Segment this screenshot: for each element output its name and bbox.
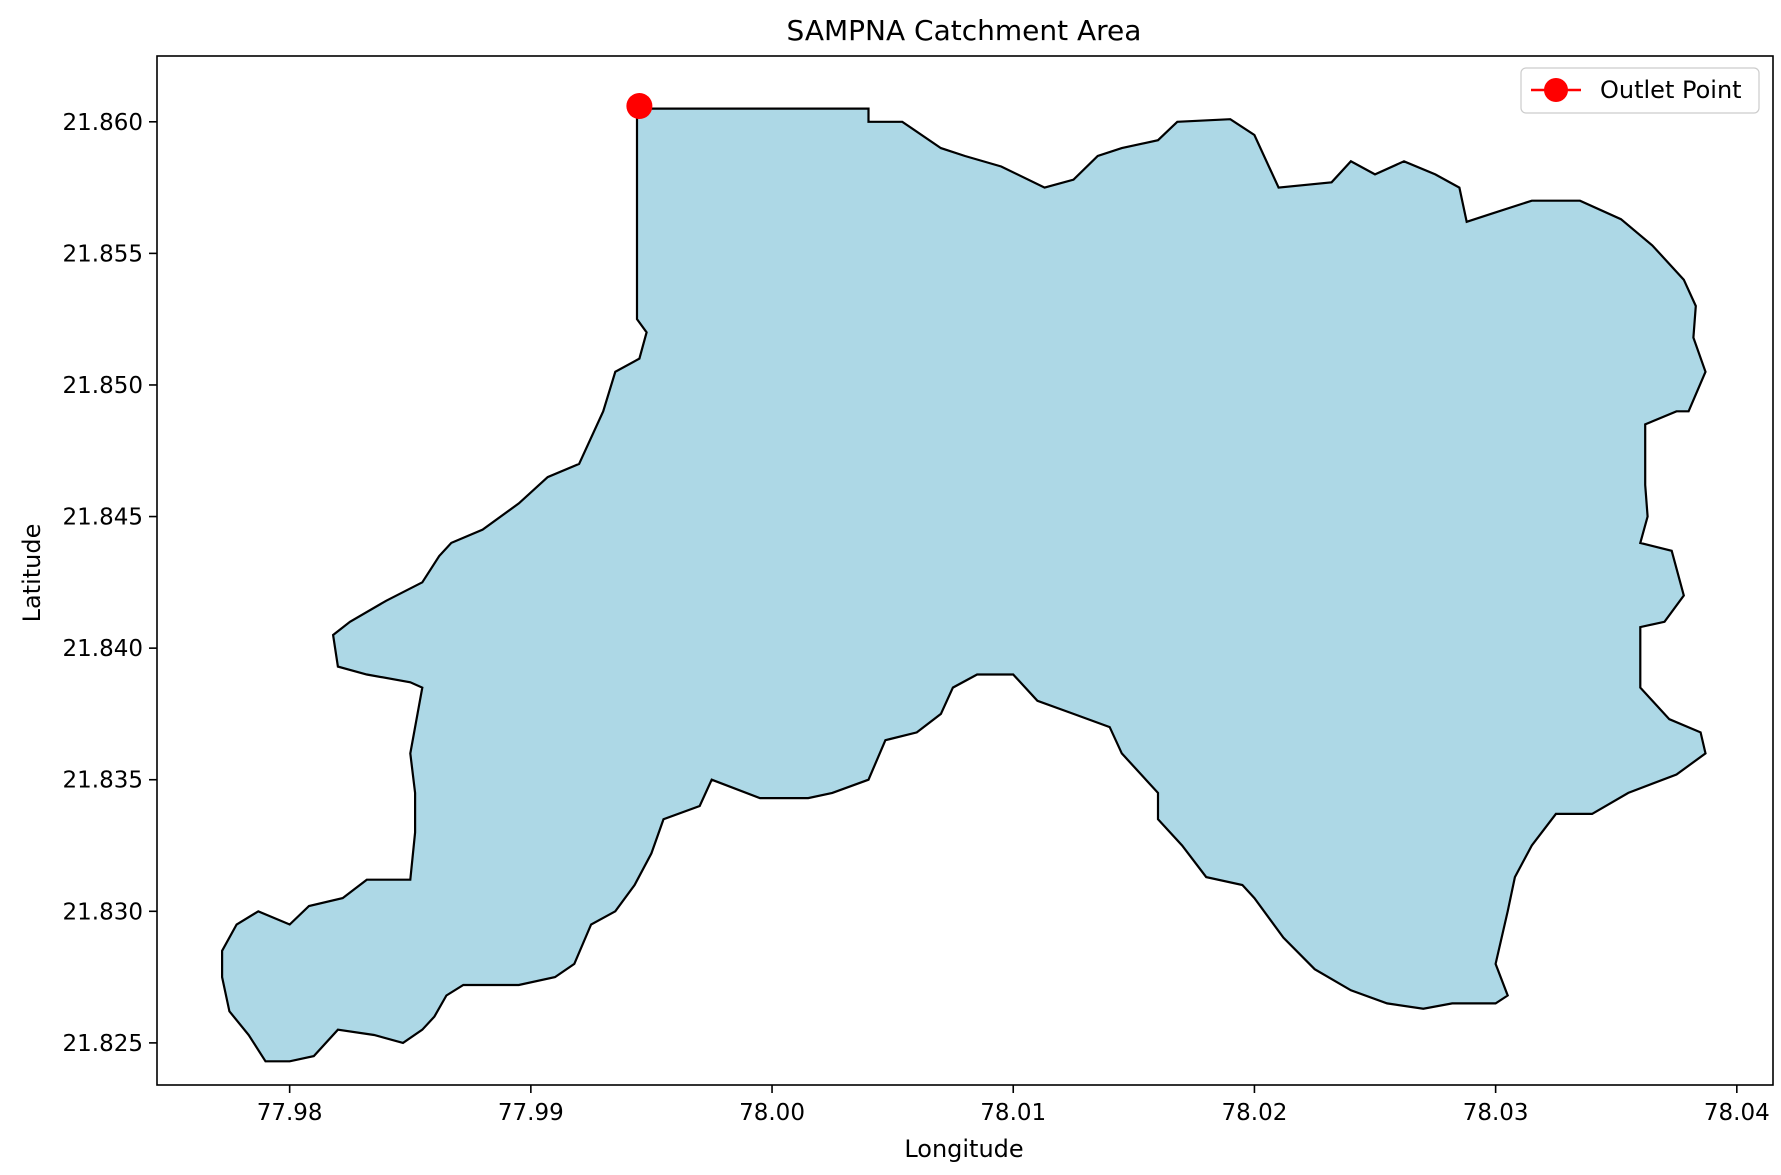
legend: Outlet Point bbox=[1520, 67, 1760, 114]
y-tick-label: 21.855 bbox=[63, 241, 143, 267]
outlet-point-marker bbox=[626, 93, 653, 120]
x-axis-ticks: 77.98 77.99 78.00 78.01 78.02 78.03 78.04 bbox=[257, 1085, 1770, 1126]
plot-area bbox=[221, 93, 1707, 1063]
x-tick-label: 77.98 bbox=[257, 1100, 323, 1126]
legend-box bbox=[1520, 67, 1760, 114]
y-axis-label: Latitude bbox=[18, 524, 46, 623]
legend-outlet-label: Outlet Point bbox=[1600, 76, 1742, 104]
x-axis-label: Longitude bbox=[904, 1135, 1023, 1163]
catchment-polygon bbox=[221, 107, 1707, 1063]
x-tick-label: 78.04 bbox=[1704, 1100, 1770, 1126]
y-tick-label: 21.830 bbox=[63, 899, 143, 925]
x-tick-label: 77.99 bbox=[498, 1100, 564, 1126]
y-tick-label: 21.860 bbox=[63, 110, 143, 136]
chart-title: SAMPNA Catchment Area bbox=[787, 14, 1142, 47]
legend-outlet-marker bbox=[1544, 78, 1568, 102]
y-axis-ticks: 21.825 21.830 21.835 21.840 21.845 21.850 21.8… bbox=[63, 110, 157, 1057]
y-tick-label: 21.835 bbox=[63, 768, 143, 794]
x-tick-label: 78.03 bbox=[1463, 1100, 1529, 1126]
y-tick-label: 21.845 bbox=[63, 505, 143, 531]
x-tick-label: 78.00 bbox=[739, 1100, 805, 1126]
y-tick-label: 21.840 bbox=[63, 636, 143, 662]
y-tick-label: 21.825 bbox=[63, 1031, 143, 1057]
y-tick-label: 21.850 bbox=[63, 373, 143, 399]
plot-frame bbox=[156, 55, 1774, 1086]
x-tick-label: 78.01 bbox=[980, 1100, 1046, 1126]
x-tick-label: 78.02 bbox=[1222, 1100, 1288, 1126]
